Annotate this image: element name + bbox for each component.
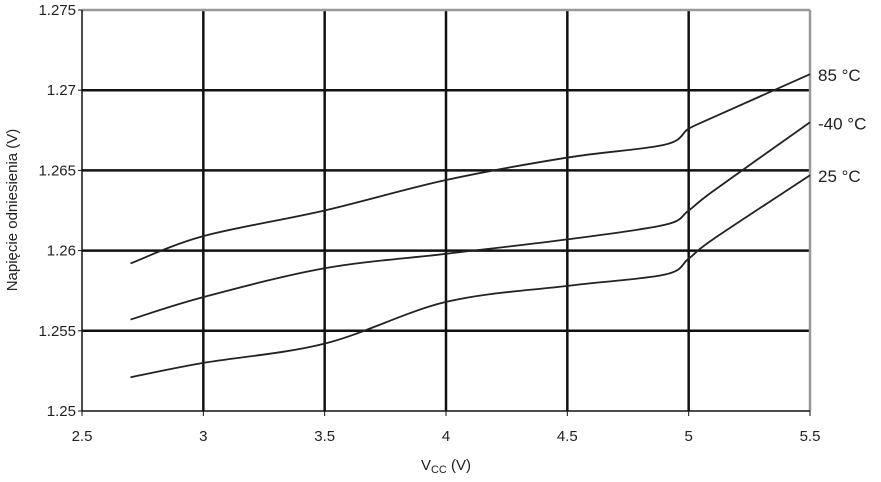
x-tick-label: 4.5	[557, 428, 578, 445]
y-tick-label: 1.275	[38, 2, 76, 19]
y-tick-labels: 1.25 1.255 1.26 1.265 1.27 1.275	[38, 2, 76, 420]
y-axis-label: Napięcie odniesienia (V)	[4, 129, 21, 292]
series-labels: 85 °C -40 °C 25 °C	[818, 66, 866, 186]
series-line	[130, 174, 811, 379]
series-line	[130, 73, 811, 265]
x-axis-label: VCC (V)	[421, 457, 471, 476]
x-tick-labels: 2.5 3 3.5 4 4.5 5 5.5	[72, 428, 821, 445]
y-tick-label: 1.255	[38, 323, 76, 340]
y-tick-label: 1.27	[47, 82, 76, 99]
y-tick-label: 1.25	[47, 403, 76, 420]
series-label: 85 °C	[818, 66, 861, 85]
x-tick-label: 5.5	[800, 428, 821, 445]
y-tick-label: 1.26	[47, 243, 76, 260]
x-tick-label: 4	[442, 428, 450, 445]
grid	[78, 9, 811, 416]
series-label: -40 °C	[818, 114, 866, 133]
y-tick-label: 1.265	[38, 162, 76, 179]
series-lines	[130, 73, 811, 379]
x-tick-label: 3	[199, 428, 207, 445]
x-tick-label: 5	[684, 428, 692, 445]
series-label: 25 °C	[818, 167, 861, 186]
x-tick-label: 2.5	[72, 428, 93, 445]
x-tick-label: 3.5	[314, 428, 335, 445]
series-line	[130, 121, 811, 321]
plot-frame	[81, 8, 812, 412]
